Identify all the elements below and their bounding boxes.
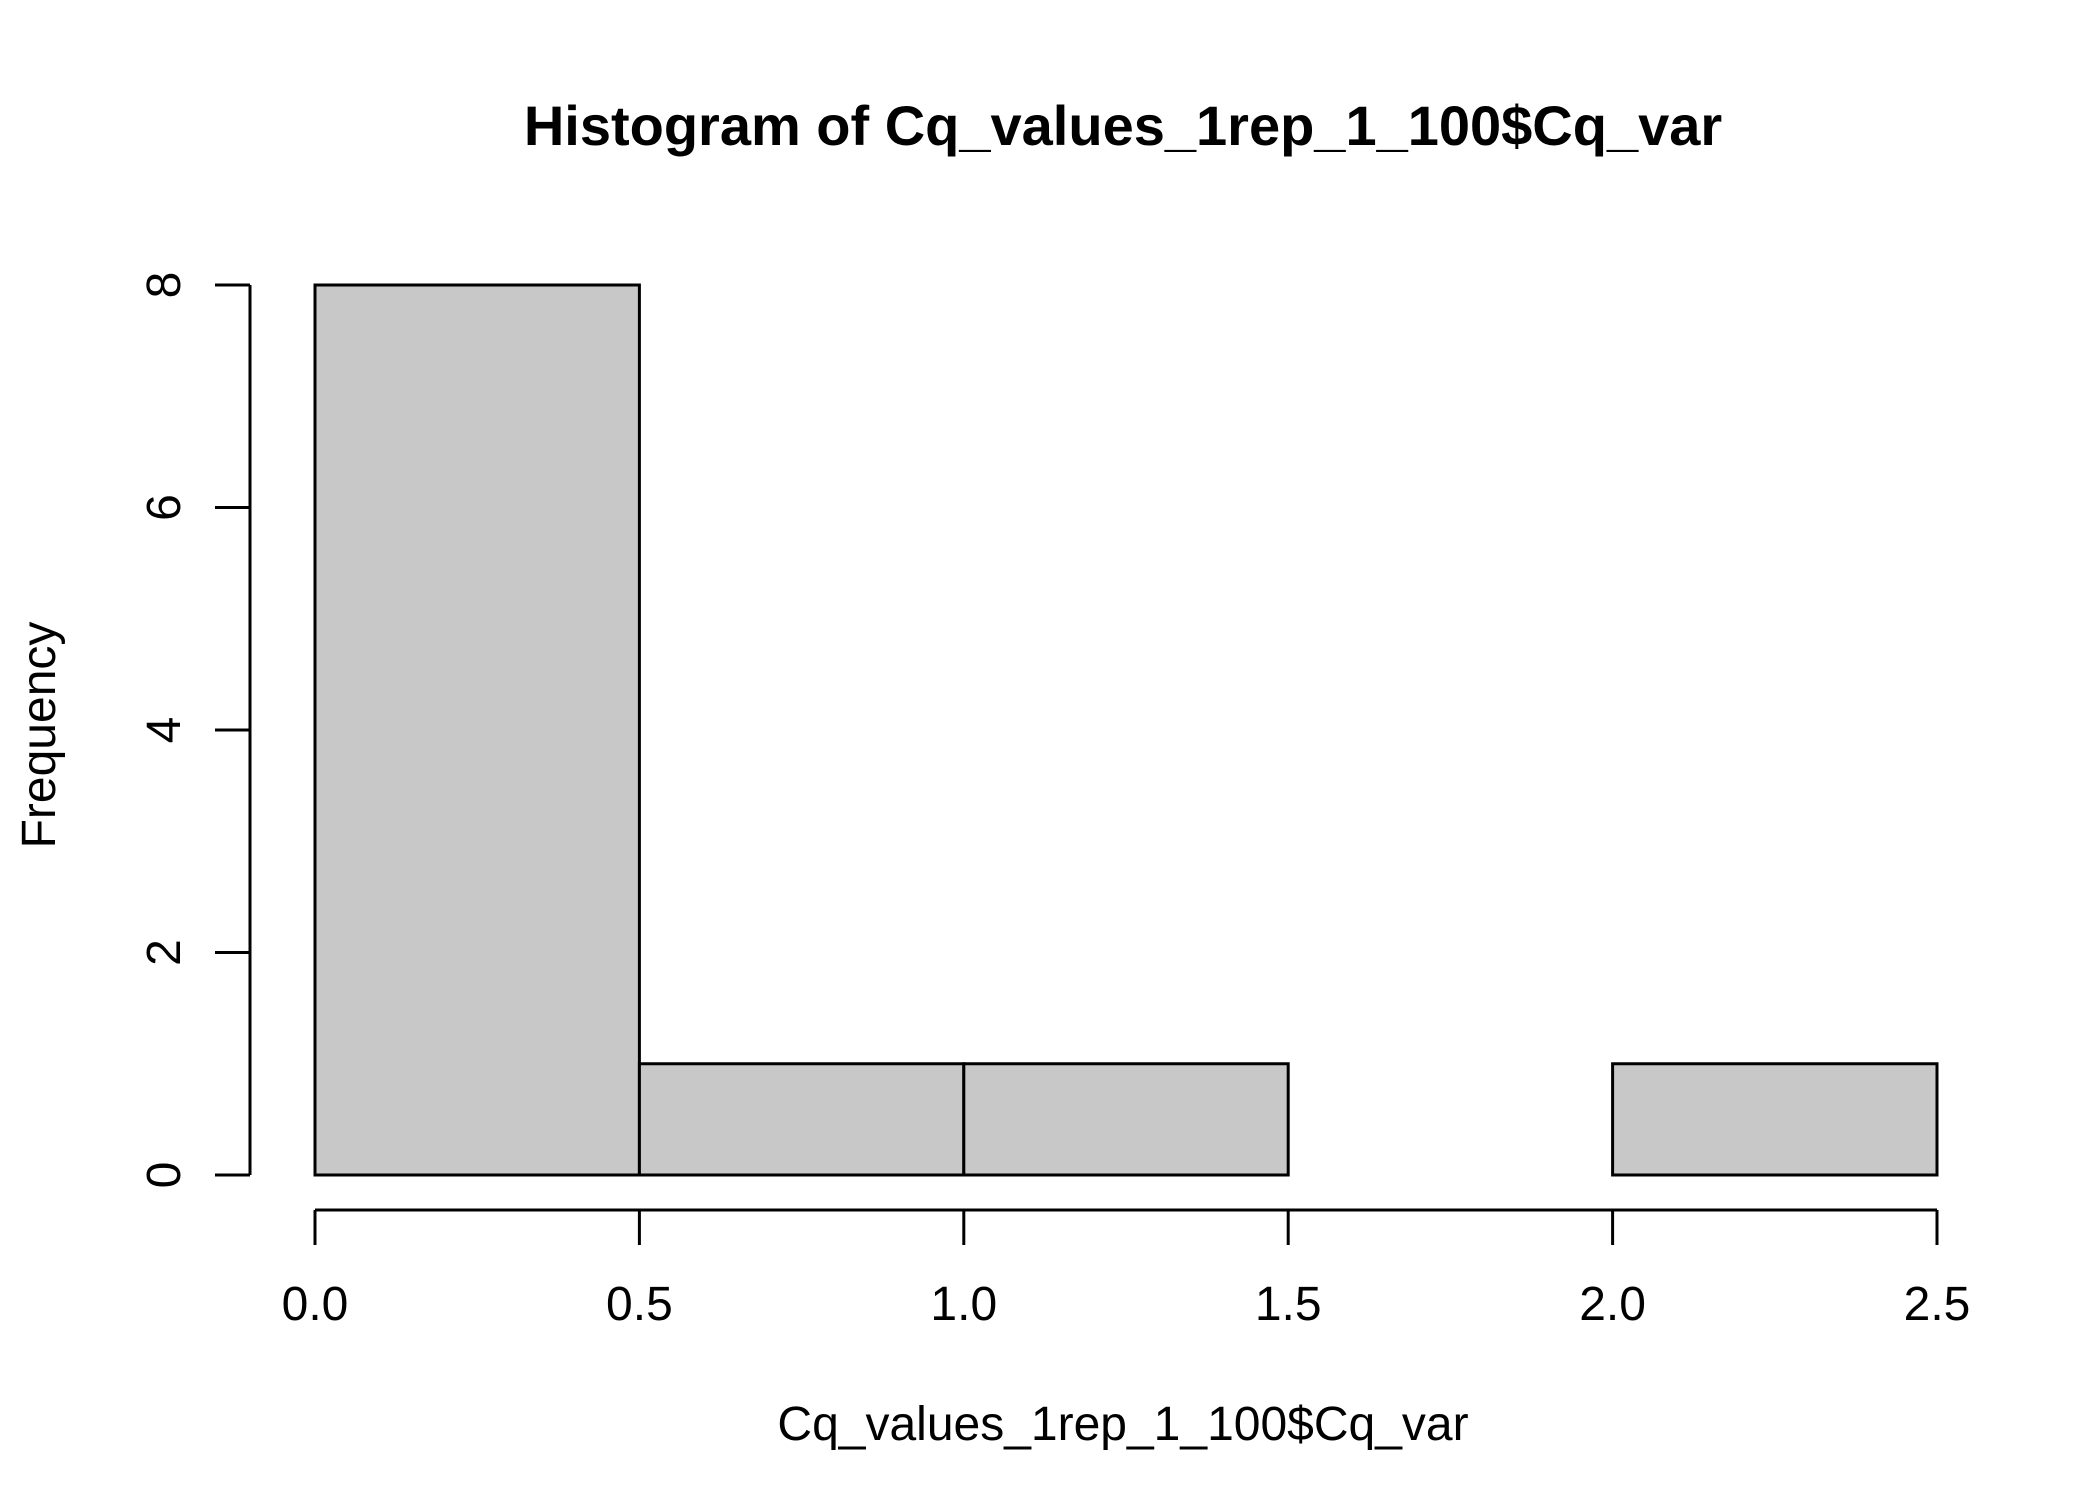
histogram-bars bbox=[313, 283, 1939, 1177]
histogram-bar-2 bbox=[962, 1062, 1290, 1177]
y-tick-label-0: 0 bbox=[138, 1162, 191, 1189]
x-tick-label-5: 2.5 bbox=[1904, 1278, 1971, 1331]
x-tick-label-1: 0.5 bbox=[606, 1278, 673, 1331]
y-tick-label-3: 6 bbox=[138, 494, 191, 521]
x-axis-label: Cq_values_1rep_1_100$Cq_var bbox=[777, 1398, 1468, 1451]
y-axis-label: Frequency bbox=[13, 622, 66, 849]
x-tick-label-3: 1.5 bbox=[1255, 1278, 1322, 1331]
y-axis: 0 2 4 6 8 bbox=[138, 272, 252, 1189]
chart-title: Histogram of Cq_values_1rep_1_100$Cq_var bbox=[524, 94, 1722, 157]
histogram-bar-0 bbox=[313, 283, 641, 1177]
x-tick-label-0: 0.0 bbox=[282, 1278, 349, 1331]
x-tick-label-4: 2.0 bbox=[1579, 1278, 1646, 1331]
y-tick-label-2: 4 bbox=[138, 717, 191, 744]
x-axis: 0.0 0.5 1.0 1.5 2.0 2.5 bbox=[282, 1208, 1971, 1331]
y-tick-label-4: 8 bbox=[138, 272, 191, 299]
y-tick-label-1: 2 bbox=[138, 939, 191, 966]
x-tick-label-2: 1.0 bbox=[930, 1278, 997, 1331]
histogram-bar-4 bbox=[1611, 1062, 1939, 1177]
histogram-bar-1 bbox=[637, 1062, 966, 1177]
